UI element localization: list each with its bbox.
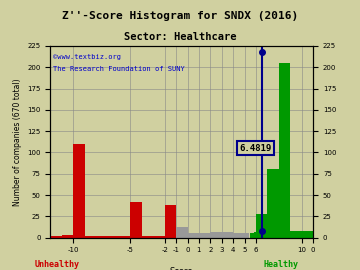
Y-axis label: Number of companies (670 total): Number of companies (670 total) [13, 78, 22, 205]
Text: Z''-Score Histogram for SNDX (2016): Z''-Score Histogram for SNDX (2016) [62, 11, 298, 21]
Bar [233, 233, 245, 238]
Bar [182, 235, 186, 238]
Text: Sector: Healthcare: Sector: Healthcare [124, 32, 236, 42]
Bar [302, 231, 313, 238]
Bar [39, 236, 50, 238]
Bar [188, 233, 199, 238]
Bar [85, 236, 96, 238]
Bar [165, 205, 176, 238]
Bar [153, 236, 165, 238]
Bar [204, 233, 209, 238]
Bar [73, 144, 85, 238]
Bar [267, 170, 279, 238]
Text: The Research Foundation of SUNY: The Research Foundation of SUNY [53, 66, 184, 72]
Bar [96, 236, 108, 238]
X-axis label: Score: Score [170, 267, 194, 270]
Bar [250, 233, 255, 238]
Bar [279, 63, 291, 238]
Bar [50, 236, 62, 238]
Bar [216, 233, 221, 238]
Bar [256, 214, 261, 238]
Bar [108, 236, 119, 238]
Text: ©www.textbiz.org: ©www.textbiz.org [53, 54, 121, 60]
Bar [176, 227, 188, 238]
Text: 6.4819: 6.4819 [239, 144, 271, 153]
Bar [210, 232, 222, 238]
Text: Healthy: Healthy [263, 260, 298, 269]
Bar [193, 234, 198, 238]
Bar [130, 202, 142, 238]
Text: Unhealthy: Unhealthy [35, 260, 80, 269]
Bar [142, 236, 153, 238]
Bar [250, 234, 255, 238]
Bar [256, 214, 267, 238]
Bar [222, 232, 233, 238]
Bar [119, 236, 130, 238]
Bar [254, 232, 258, 238]
Bar [245, 233, 249, 238]
Bar [228, 233, 232, 238]
Bar [239, 233, 243, 238]
Bar [199, 233, 210, 238]
Bar [62, 235, 73, 238]
Bar [291, 231, 302, 238]
